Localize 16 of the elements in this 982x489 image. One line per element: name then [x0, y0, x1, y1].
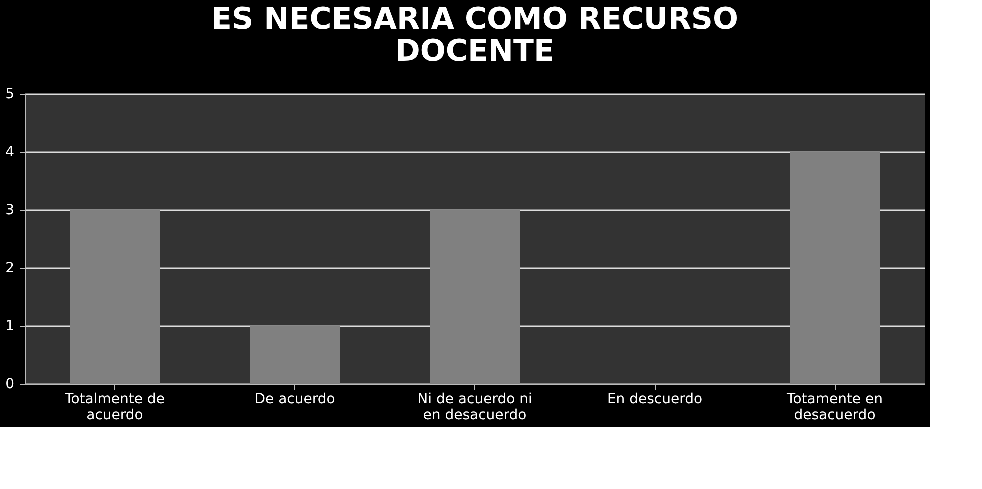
- y-tick-label: 0: [6, 376, 14, 392]
- bar: [790, 152, 880, 384]
- y-tick-label: 2: [6, 260, 14, 276]
- x-tick-label: Totalmente de acuerdo: [64, 392, 165, 424]
- y-tick-label: 3: [6, 202, 14, 218]
- bar: [70, 210, 160, 384]
- bar: [250, 326, 340, 384]
- bar: [430, 210, 520, 384]
- y-tick-label: 1: [6, 318, 14, 334]
- x-tick-label: De acuerdo: [254, 392, 336, 408]
- x-tick-label: Totamente en desacuerdo: [786, 392, 883, 424]
- x-tick-label: Ni de acuerdo ni en desacuerdo: [418, 392, 532, 424]
- x-tick-label: En descuerdo: [607, 392, 703, 408]
- y-tick-label: 5: [6, 86, 14, 102]
- chart-title: ES NECESARIA COMO RECURSO DOCENTE: [212, 2, 738, 69]
- y-tick-label: 4: [6, 144, 15, 160]
